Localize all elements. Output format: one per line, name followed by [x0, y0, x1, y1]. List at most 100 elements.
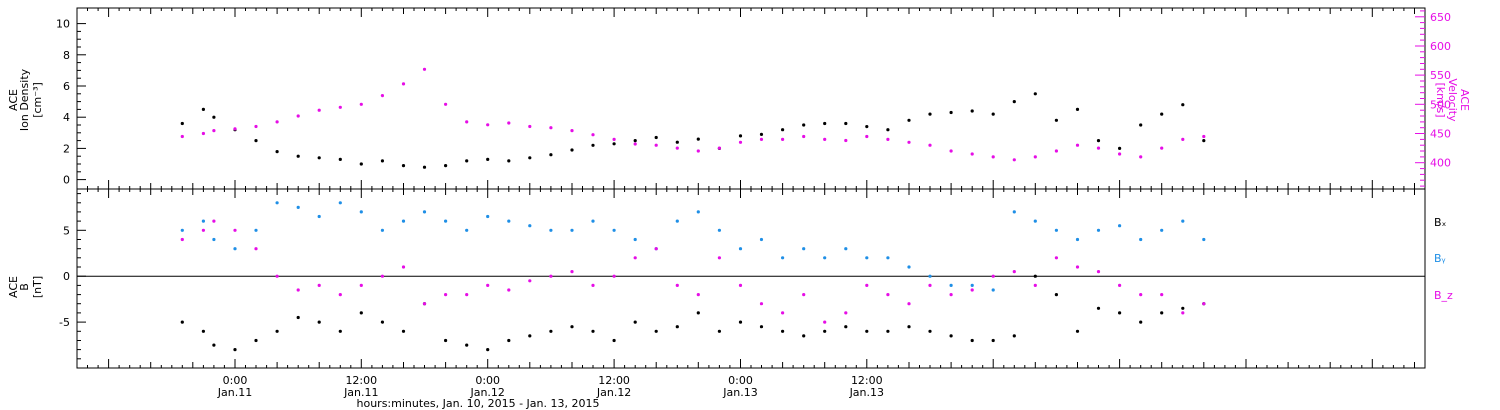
time-tick-label: 0:00 — [475, 374, 500, 387]
velocity-point — [591, 133, 595, 137]
date-tick-label: Jan.13 — [722, 386, 757, 399]
time-axis-label: hours:minutes, Jan. 10, 2015 - Jan. 13, … — [357, 397, 600, 410]
density-point — [759, 132, 764, 136]
bz-point — [865, 283, 869, 287]
bz-point — [759, 302, 764, 306]
density-point — [949, 110, 953, 115]
velocity-point — [401, 82, 406, 86]
by-point — [507, 219, 511, 223]
by-point — [612, 228, 616, 232]
velocity-point — [1012, 158, 1016, 162]
by-point — [696, 210, 700, 214]
bx-point — [1075, 329, 1080, 333]
density-point — [675, 140, 679, 144]
by-point — [633, 237, 637, 242]
density-point — [570, 148, 574, 152]
density-point — [212, 115, 216, 119]
velocity-point — [212, 129, 216, 133]
bz-point — [844, 311, 848, 315]
bx-point — [201, 329, 205, 333]
density-point — [696, 137, 700, 141]
velocity-point — [549, 126, 553, 130]
density-point — [907, 118, 911, 122]
velocity-y-tick-label: 400 — [1430, 157, 1451, 170]
by-point — [444, 219, 448, 223]
by-point — [212, 237, 216, 242]
bz-point — [675, 283, 679, 287]
field-legend: Bₓ Bᵧ B_z — [1434, 216, 1453, 302]
date-tick-label: Jan.11 — [217, 386, 252, 399]
top-panel-data-points — [180, 67, 1206, 169]
bx-point — [591, 329, 595, 333]
date-tick-label: Jan.13 — [849, 386, 884, 399]
bx-point — [802, 334, 806, 338]
by-point — [991, 288, 995, 292]
bx-point — [991, 338, 995, 343]
bx-point — [612, 338, 616, 343]
magnetic-field-panel: -5 0 5 ACE B [nT] Bₓ Bᵧ B_z — [7, 188, 1453, 369]
density-point — [1012, 100, 1016, 104]
bx-point — [717, 329, 722, 333]
density-point — [991, 112, 995, 116]
bx-point — [486, 348, 490, 352]
bz-point — [180, 237, 184, 242]
density-point — [970, 109, 974, 113]
bz-point — [1202, 302, 1206, 306]
bz-point — [380, 274, 384, 278]
bz-point — [1075, 265, 1080, 269]
bz-point — [275, 274, 279, 278]
bx-point — [212, 343, 216, 347]
by-point — [1202, 237, 1206, 242]
date-tick-label: Jan.11 — [343, 386, 378, 399]
by-point — [1181, 219, 1185, 223]
by-point — [570, 228, 574, 232]
density-point — [654, 135, 658, 140]
velocity-point — [275, 120, 279, 124]
bz-point — [465, 293, 469, 297]
by-point — [180, 228, 184, 232]
velocity-point — [949, 149, 953, 153]
velocity-point — [759, 137, 764, 141]
legend-bx: Bₓ — [1434, 216, 1447, 229]
bz-point — [781, 311, 785, 315]
velocity-point — [633, 142, 637, 146]
by-point — [1054, 228, 1058, 232]
bz-point — [233, 228, 237, 232]
velocity-point — [1160, 146, 1164, 150]
bx-point — [1012, 334, 1016, 338]
bz-point — [907, 302, 911, 306]
density-point — [781, 128, 785, 132]
velocity-point — [823, 137, 827, 141]
bx-point — [570, 325, 574, 329]
bx-point — [781, 329, 785, 333]
density-point — [338, 157, 342, 161]
velocity-y-tick-label: 500 — [1430, 98, 1451, 111]
density-velocity-panel: 0 2 4 6 8 10 400 450 500 550 600 650 ACE Ion Densi… — [7, 7, 1471, 190]
bz-point — [1033, 283, 1037, 287]
density-point — [802, 123, 806, 127]
velocity-y-tick-label: 450 — [1430, 128, 1451, 141]
density-point — [1118, 146, 1122, 150]
velocity-point — [844, 138, 848, 143]
bottom-panel-y-tick-labels: -5 0 5 — [59, 224, 70, 329]
bz-point — [654, 247, 658, 251]
bottom-panel-ticks — [76, 189, 1426, 368]
bz-point — [201, 228, 205, 232]
velocity-y-tick-label: 600 — [1430, 40, 1451, 53]
by-point — [1139, 237, 1143, 242]
velocity-axis-label-line-2: Velocity — [1446, 78, 1459, 122]
field-y-tick-label: 0 — [63, 270, 70, 283]
bx-point — [928, 329, 932, 333]
bx-point — [654, 329, 658, 333]
density-axis-label-line-1: ACE — [7, 89, 20, 111]
velocity-point — [781, 137, 785, 141]
by-point — [233, 247, 237, 251]
by-point — [907, 265, 911, 269]
bz-point — [823, 320, 827, 324]
bx-point — [275, 329, 279, 333]
density-axis-label-line-2: Ion Density — [18, 68, 31, 131]
bz-point — [1139, 293, 1143, 297]
bx-point — [317, 320, 321, 324]
velocity-point — [717, 146, 722, 150]
velocity-point — [180, 134, 184, 139]
